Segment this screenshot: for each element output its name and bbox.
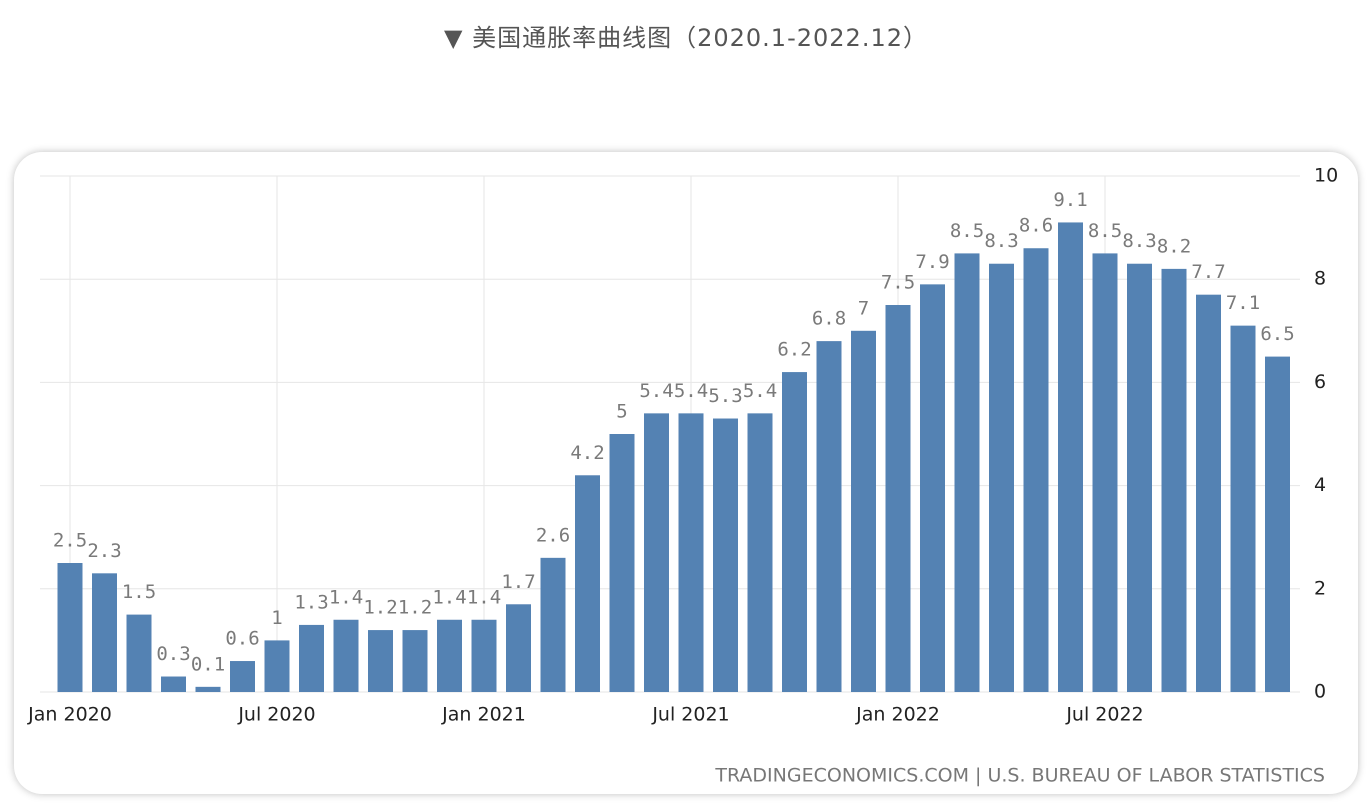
value-label: 0.3 [156, 643, 190, 665]
bar [161, 676, 186, 692]
value-label: 8.5 [1088, 220, 1122, 242]
bar [954, 253, 980, 692]
value-label: 1.4 [432, 586, 466, 608]
value-label: 2.6 [536, 524, 570, 546]
value-label: 8.6 [1019, 215, 1053, 237]
value-label: 8.5 [950, 220, 984, 242]
x-tick-label: Jul 2022 [1065, 704, 1143, 726]
x-tick-label: Jan 2020 [27, 704, 112, 726]
value-label: 2.3 [87, 540, 121, 562]
value-label: 8.3 [1122, 230, 1156, 252]
value-label: 1.4 [467, 586, 501, 608]
bar [851, 330, 876, 692]
value-label: 1.5 [122, 581, 156, 603]
bar [1058, 222, 1083, 692]
value-label: 1.2 [363, 597, 397, 619]
bar [782, 372, 807, 692]
x-tick-label: Jul 2021 [651, 704, 729, 726]
source: TRADINGECONOMICS.COM | U.S. BUREAU OF LA… [714, 765, 1325, 787]
bar [678, 413, 704, 692]
y-tick-label: 2 [1314, 577, 1326, 599]
page-title: ▼ 美国通胀率曲线图（2020.1-2022.12） [444, 24, 928, 52]
bar [126, 614, 152, 692]
y-tick-label: 6 [1314, 371, 1326, 393]
bar [92, 573, 117, 692]
value-label: 8.2 [1157, 235, 1191, 257]
bar [1265, 356, 1290, 692]
value-label: 6.5 [1260, 323, 1294, 345]
bar [885, 305, 911, 692]
bar [713, 418, 738, 692]
value-label: 7 [858, 297, 869, 319]
bar [230, 661, 255, 692]
value-label: 5.4 [743, 380, 777, 402]
bar [1230, 325, 1256, 692]
value-label: 0.1 [191, 653, 225, 675]
value-label: 7.7 [1191, 261, 1225, 283]
value-label: 7.1 [1226, 292, 1260, 314]
value-label: 1.2 [398, 597, 432, 619]
bar [920, 284, 945, 692]
bar [747, 413, 773, 692]
value-label: 1.7 [501, 571, 535, 593]
value-label: 9.1 [1053, 189, 1087, 211]
bar [540, 557, 566, 692]
bar [644, 413, 669, 692]
bar [506, 604, 531, 692]
value-label: 1.3 [294, 591, 328, 613]
value-label: 1 [271, 607, 282, 629]
x-tick-label: Jan 2022 [855, 704, 940, 726]
value-label: 5 [616, 401, 627, 423]
bar [1196, 294, 1221, 692]
value-label: 7.9 [915, 251, 949, 273]
bar [816, 341, 842, 692]
bar [402, 630, 428, 692]
value-label: 7.5 [881, 272, 915, 294]
bar [333, 619, 359, 692]
bar [1127, 263, 1152, 692]
bar [989, 263, 1014, 692]
x-tick-label: Jul 2020 [237, 704, 315, 726]
bar [299, 624, 324, 692]
value-label: 5.3 [708, 385, 742, 407]
bar [471, 619, 497, 692]
value-label: 8.3 [984, 230, 1018, 252]
bar [575, 475, 600, 692]
value-label: 5.4 [639, 380, 673, 402]
bar [1092, 253, 1118, 692]
value-label: 4.2 [570, 442, 604, 464]
bar [1023, 248, 1049, 693]
bar [609, 434, 635, 692]
bar [368, 630, 393, 692]
value-label: 1.4 [329, 586, 363, 608]
y-tick-label: 8 [1314, 268, 1326, 290]
bar [1161, 268, 1187, 692]
value-label: 0.6 [225, 628, 259, 650]
bar [264, 640, 290, 692]
bar [57, 563, 83, 692]
bar [437, 619, 462, 692]
value-label: 5.4 [674, 380, 708, 402]
value-label: 6.8 [812, 308, 846, 330]
value-label: 6.2 [777, 339, 811, 361]
x-tick-label: Jan 2021 [441, 704, 526, 726]
y-tick-label: 4 [1314, 474, 1326, 496]
bar [195, 686, 221, 692]
y-tick-label: 10 [1314, 165, 1338, 187]
value-label: 2.5 [53, 530, 87, 552]
y-tick-label: 0 [1314, 681, 1326, 703]
